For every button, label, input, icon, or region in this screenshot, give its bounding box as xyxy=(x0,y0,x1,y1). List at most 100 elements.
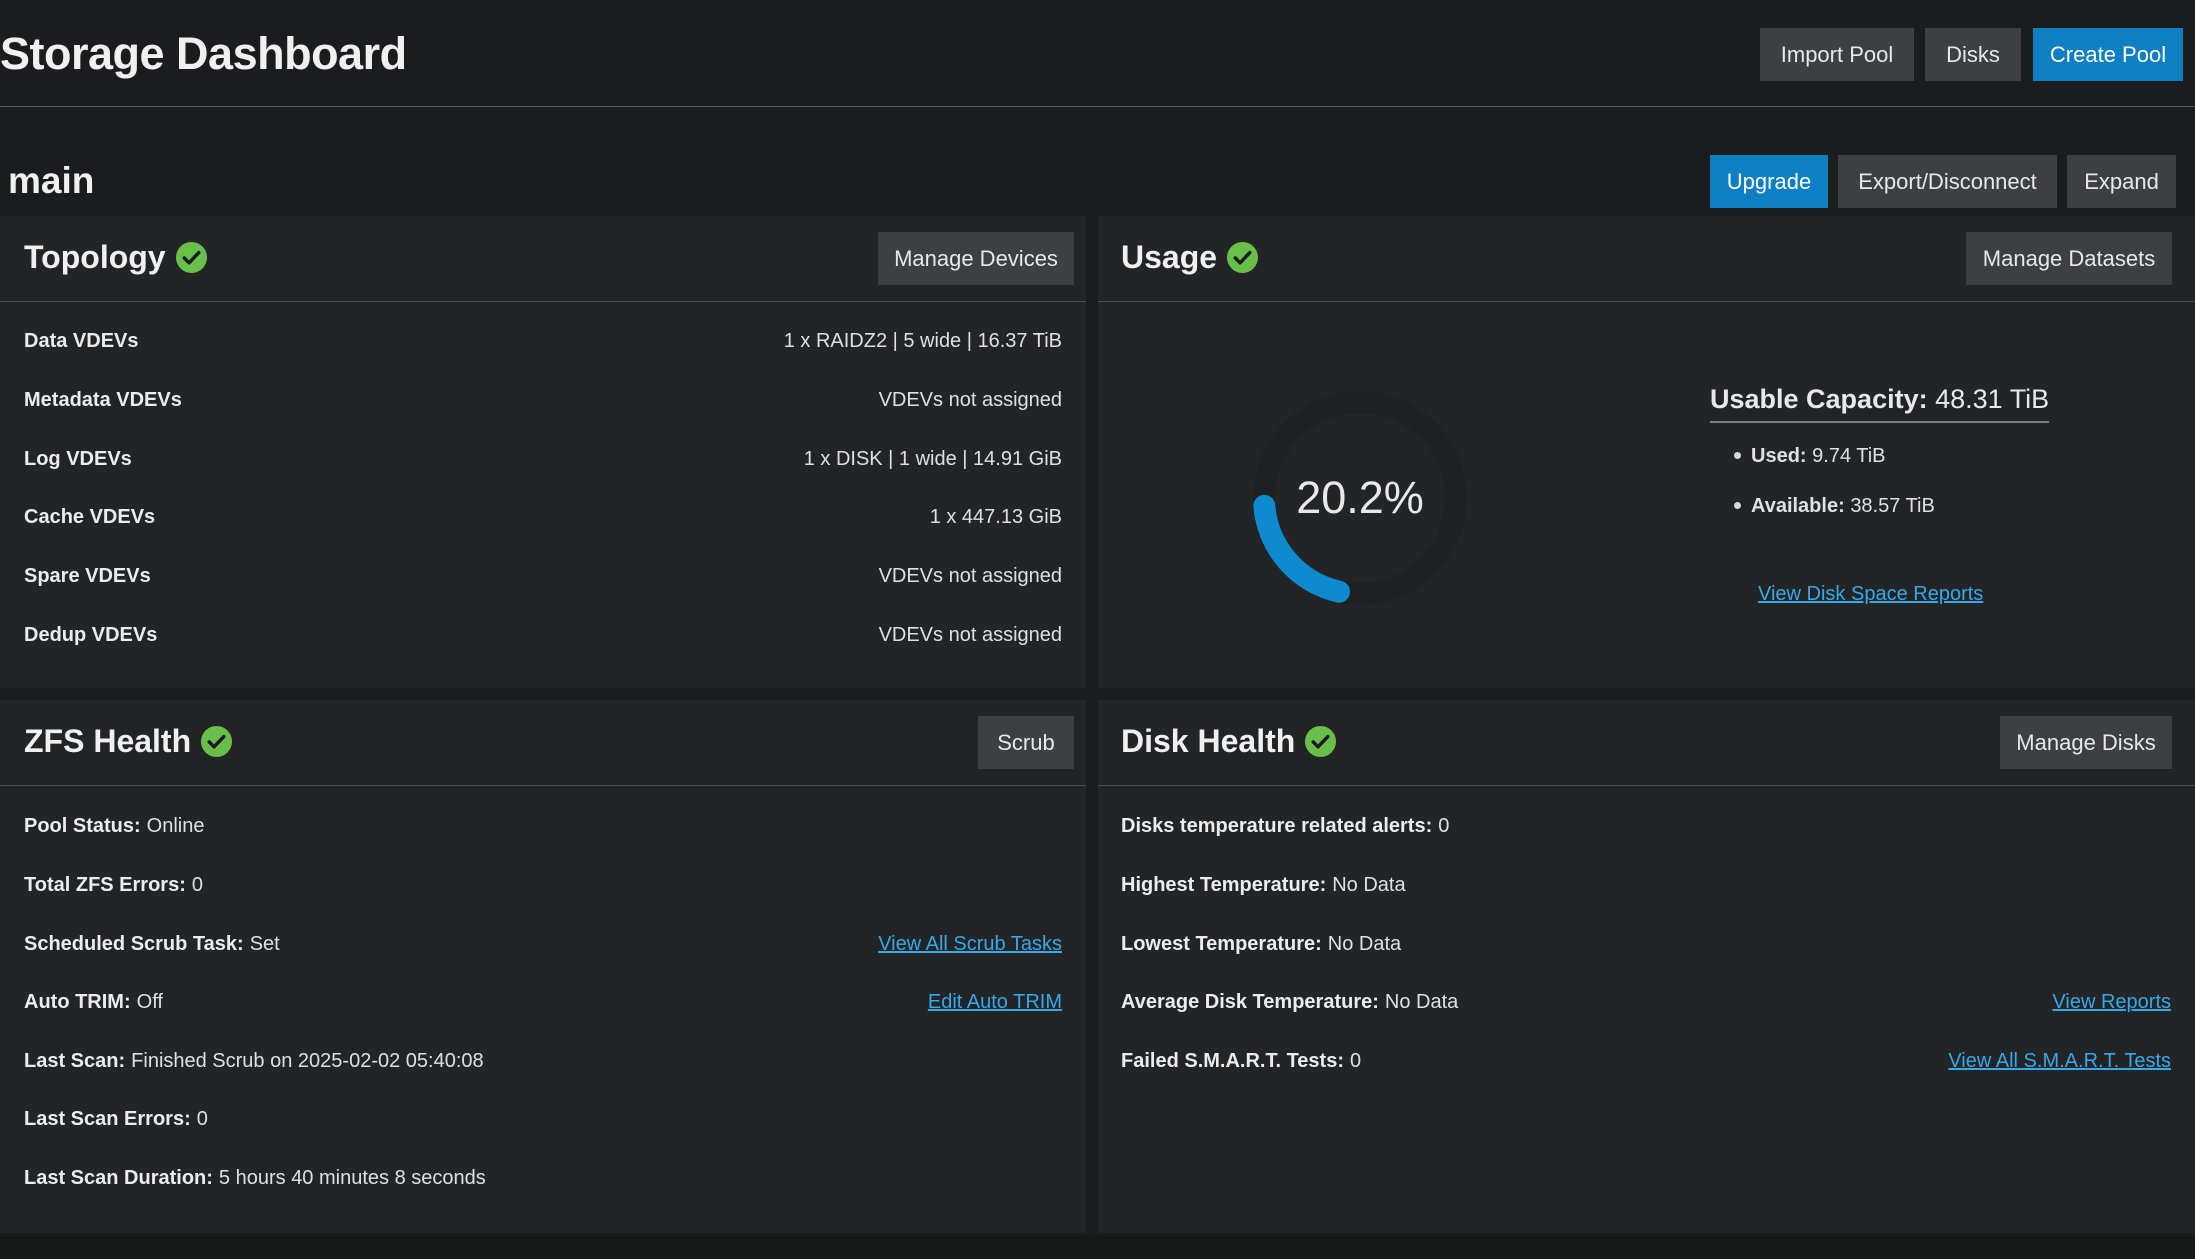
usage-percent: 20.2% xyxy=(1296,472,1424,523)
topology-card-header: Topology Manage Devices xyxy=(0,216,1086,302)
topology-title: Topology xyxy=(24,239,207,276)
zfs-health-card: ZFS Health Scrub Pool Status: Online Tota… xyxy=(0,700,1086,1233)
row-label: Spare VDEVs xyxy=(24,565,151,587)
create-pool-button[interactable]: Create Pool xyxy=(2033,28,2183,81)
row-label: Disks temperature related alerts: xyxy=(1121,815,1433,837)
zfs-row-auto-trim: Auto TRIM: Off Edit Auto TRIM xyxy=(24,991,1062,1023)
topology-card: Topology Manage Devices Data VDEVs 1 x RA… xyxy=(0,216,1086,688)
manage-disks-button[interactable]: Manage Disks xyxy=(2000,716,2172,769)
bullet-dot-icon xyxy=(1734,452,1741,459)
view-reports-link[interactable]: View Reports xyxy=(2052,991,2171,1013)
usage-title: Usage xyxy=(1121,239,1259,276)
scrub-button[interactable]: Scrub xyxy=(978,716,1074,769)
check-circle-icon xyxy=(1305,726,1337,757)
row-value: VDEVs not assigned xyxy=(878,624,1062,646)
upgrade-button[interactable]: Upgrade xyxy=(1710,155,1828,208)
row-label: Cache VDEVs xyxy=(24,506,156,528)
row-value: 0 xyxy=(196,1108,208,1130)
row-label: Failed S.M.A.R.T. Tests: xyxy=(1121,1050,1344,1072)
disk-row-lowest-temp: Lowest Temperature: No Data xyxy=(1121,933,2171,965)
row-label: Pool Status: xyxy=(24,815,141,837)
topology-row-dedup: Dedup VDEVs VDEVs not assigned xyxy=(24,624,1062,656)
check-circle-icon xyxy=(1227,242,1259,273)
topology-row-spare: Spare VDEVs VDEVs not assigned xyxy=(24,565,1062,597)
topology-row-data: Data VDEVs 1 x RAIDZ2 | 5 wide | 16.37 Ti… xyxy=(24,330,1062,362)
available-item: Available: 38.57 TiB xyxy=(1734,495,1935,518)
available-label: Available: xyxy=(1751,495,1845,517)
row-value: 0 xyxy=(191,874,203,896)
disk-row-average-temp: Average Disk Temperature: No Data View Rep… xyxy=(1121,991,2171,1023)
view-all-scrub-tasks-link[interactable]: View All Scrub Tasks xyxy=(878,933,1062,955)
disk-row-highest-temp: Highest Temperature: No Data xyxy=(1121,874,2171,906)
row-label: Dedup VDEVs xyxy=(24,624,158,646)
capacity-value: 48.31 TiB xyxy=(1935,384,2050,414)
row-value: Finished Scrub on 2025-02-02 05:40:08 xyxy=(131,1050,484,1072)
row-value: No Data xyxy=(1384,991,1459,1013)
usage-card: Usage Manage Datasets 20.2% Usable Capac… xyxy=(1098,216,2195,688)
view-all-smart-tests-link[interactable]: View All S.M.A.R.T. Tests xyxy=(1948,1050,2171,1072)
zfs-row-last-scan-duration: Last Scan Duration: 5 hours 40 minutes 8 … xyxy=(24,1167,1062,1199)
zfs-row-last-scan: Last Scan: Finished Scrub on 2025-02-02 0… xyxy=(24,1050,1062,1082)
row-value: VDEVs not assigned xyxy=(878,389,1062,411)
row-value: 1 x DISK | 1 wide | 14.91 GiB xyxy=(803,448,1062,470)
row-label: Auto TRIM: xyxy=(24,991,131,1013)
row-value: 5 hours 40 minutes 8 seconds xyxy=(218,1167,486,1189)
view-disk-space-reports-link[interactable]: View Disk Space Reports xyxy=(1758,583,1984,605)
zfs-row-pool-status: Pool Status: Online xyxy=(24,815,1062,847)
row-label: Average Disk Temperature: xyxy=(1121,991,1379,1013)
row-value: 1 x 447.13 GiB xyxy=(929,506,1062,528)
pool-name: main xyxy=(8,160,95,201)
used-value: 9.74 TiB xyxy=(1812,445,1886,467)
disk-row-temp-alerts: Disks temperature related alerts: 0 xyxy=(1121,815,2171,847)
page-header: Storage Dashboard Import Pool Disks Crea… xyxy=(0,0,2195,107)
manage-datasets-button[interactable]: Manage Datasets xyxy=(1966,232,2172,285)
page-bottom-strip xyxy=(0,1236,2195,1259)
topology-row-metadata: Metadata VDEVs VDEVs not assigned xyxy=(24,389,1062,421)
row-value: VDEVs not assigned xyxy=(878,565,1062,587)
edit-auto-trim-link[interactable]: Edit Auto TRIM xyxy=(927,991,1062,1013)
row-label: Last Scan Duration: xyxy=(24,1167,213,1189)
row-value: Off xyxy=(136,991,163,1013)
row-label: Data VDEVs xyxy=(24,330,139,352)
row-value: No Data xyxy=(1332,874,1406,896)
manage-devices-button[interactable]: Manage Devices xyxy=(878,232,1074,285)
check-circle-icon xyxy=(201,726,233,757)
topology-row-cache: Cache VDEVs 1 x 447.13 GiB xyxy=(24,506,1062,538)
row-label: Metadata VDEVs xyxy=(24,389,182,411)
capacity-label: Usable Capacity: xyxy=(1710,384,1928,414)
zfs-health-title: ZFS Health xyxy=(24,723,233,760)
zfs-row-last-scan-errors: Last Scan Errors: 0 xyxy=(24,1108,1062,1140)
zfs-health-card-header: ZFS Health Scrub xyxy=(0,700,1086,786)
export-disconnect-button[interactable]: Export/Disconnect xyxy=(1838,155,2057,208)
row-label: Total ZFS Errors: xyxy=(24,874,186,896)
zfs-row-total-errors: Total ZFS Errors: 0 xyxy=(24,874,1062,906)
disk-health-card-header: Disk Health Manage Disks xyxy=(1098,700,2195,786)
disks-button[interactable]: Disks xyxy=(1925,28,2021,81)
page-title: Storage Dashboard xyxy=(0,28,407,79)
expand-button[interactable]: Expand xyxy=(2067,155,2176,208)
disk-health-title-text: Disk Health xyxy=(1121,723,1296,759)
row-value: No Data xyxy=(1327,933,1402,955)
row-value: Set xyxy=(249,933,280,955)
row-value: Online xyxy=(146,815,205,837)
usage-title-text: Usage xyxy=(1121,239,1218,275)
used-label: Used: xyxy=(1751,445,1807,467)
used-item: Used: 9.74 TiB xyxy=(1734,445,1886,468)
topology-title-text: Topology xyxy=(24,239,166,275)
bullet-dot-icon xyxy=(1734,502,1741,509)
usage-gauge xyxy=(1253,391,1467,605)
check-circle-icon xyxy=(175,242,207,273)
row-value: 0 xyxy=(1438,815,1450,837)
row-label: Last Scan Errors: xyxy=(24,1108,191,1130)
topology-row-log: Log VDEVs 1 x DISK | 1 wide | 14.91 GiB xyxy=(24,448,1062,480)
import-pool-button[interactable]: Import Pool xyxy=(1760,28,1914,81)
available-value: 38.57 TiB xyxy=(1850,495,1935,517)
row-value: 1 x RAIDZ2 | 5 wide | 16.37 TiB xyxy=(783,330,1062,352)
row-label: Log VDEVs xyxy=(24,448,132,470)
zfs-health-title-text: ZFS Health xyxy=(24,723,192,759)
usage-card-header: Usage Manage Datasets xyxy=(1098,216,2195,302)
row-label: Highest Temperature: xyxy=(1121,874,1327,896)
row-value: 0 xyxy=(1350,1050,1362,1072)
disk-health-title: Disk Health xyxy=(1121,723,1337,760)
disk-health-card: Disk Health Manage Disks Disks temperatu… xyxy=(1098,700,2195,1233)
